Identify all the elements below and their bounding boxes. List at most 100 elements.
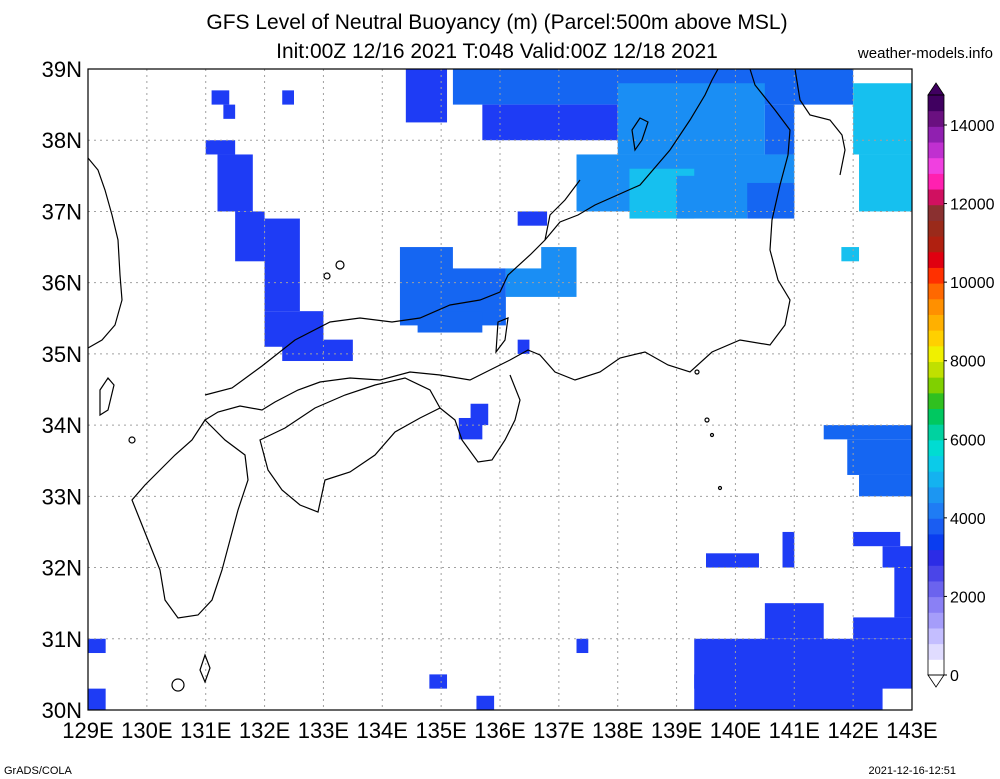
shaded-cell [747,182,795,219]
colorbar-labels: 0 2000 4000 6000 8000 10000 12000 14000 [944,118,995,685]
lon-label: 137E [533,718,584,743]
footer-left: GrADS/COLA [4,765,73,777]
colorbar-swatch [928,424,944,441]
lon-label: 142E [827,718,878,743]
lat-label: 34N [42,413,82,438]
shaded-cell [853,531,901,547]
lon-label: 139E [651,718,702,743]
shaded-cell [476,695,495,710]
shaded-cell [88,638,106,654]
lon-label: 140E [710,718,761,743]
colorbar-swatch [928,627,944,645]
colorbar-swatch [928,110,944,127]
colorbar-swatch [928,408,944,425]
colorbar-swatch [928,533,944,551]
shaded-cell [894,567,912,618]
colorbar-top-arrow [927,82,945,96]
shaded-cell [205,140,236,155]
colorbar-swatch [928,486,944,504]
colorbar-swatch [928,565,944,582]
shaded-cell [482,104,618,141]
shaded-cell [847,439,912,475]
colorbar-swatch [928,173,944,190]
colorbar-swatch [928,298,944,315]
shaded-cell [694,674,883,710]
colorbar-swatch [928,283,944,300]
map-frame [87,68,913,711]
shaded-cell [282,339,353,362]
colorbar-swatch [928,455,944,472]
shaded-cell [458,417,483,440]
site-label: weather-models.info [857,45,993,62]
title-line-2: Init:00Z 12/16 2021 T:048 Valid:00Z 12/1… [276,40,718,63]
shaded-cell [235,211,265,262]
shaded-cell [882,546,912,568]
colorbar-swatch [928,549,944,566]
shaded-cell [676,175,748,219]
colorbar-swatch [928,502,944,519]
shaded-cell [517,339,530,354]
coastlines [87,68,846,692]
shaded-cell [223,104,236,119]
colorbar-swatch [928,377,944,394]
lon-label: 134E [357,718,408,743]
shaded-cell [541,247,577,283]
lat-label: 33N [42,484,82,509]
colorbar-swatch [928,659,944,676]
shaded-cell [217,154,253,212]
shaded-cell [405,69,448,123]
colorbar-swatch [928,518,944,535]
lon-label: 138E [592,718,643,743]
colorbar-swatch [928,126,944,143]
shaded-cell [823,425,912,440]
colorbar-frame [927,94,945,676]
title-line-1: GFS Level of Neutral Buoyancy (m) (Parce… [206,11,787,34]
lon-label: 133E [298,718,349,743]
colorbar-swatch [928,392,944,410]
colorbar-label: 2000 [950,589,986,606]
latitude-labels: 30N 31N 32N 33N 34N 35N 36N 37N 38N 39N [42,57,82,723]
colorbar-swatch [928,330,944,347]
colorbar-label: 12000 [950,197,995,214]
shaded-cell [576,638,589,654]
lon-label: 141E [769,718,820,743]
colorbar-swatch [928,220,944,237]
shaded-cell [282,90,294,105]
longitude-labels: 129E 130E 131E 132E 133E 134E 135E 136E 137E 138E… [62,718,937,743]
shaded-cell [853,617,912,639]
lon-label: 132E [239,718,290,743]
shaded-cell [841,247,860,262]
shaded-cell [859,474,912,497]
colorbar-swatch [928,204,944,221]
shaded-cell [88,688,106,710]
colorbar-label: 10000 [950,275,995,292]
colorbar-swatch [928,314,944,331]
footer-right: 2021-12-16-12:51 [869,765,956,777]
lat-label: 38N [42,128,82,153]
colorbar-label: 4000 [950,511,986,528]
colorbar-label: 8000 [950,354,986,371]
lat-label: 37N [42,199,82,224]
shaded-cell [264,218,300,312]
lon-label: 135E [415,718,466,743]
colorbar-swatch [928,439,944,457]
colorbar-bottom-arrow [927,674,945,688]
colorbar-swatch [928,251,944,268]
colorbar-label: 6000 [950,432,986,449]
colorbar-swatch [928,361,944,378]
lon-label: 136E [474,718,525,743]
shaded-cell [211,90,230,105]
lon-label: 129E [62,718,113,743]
colorbar-swatch [928,142,944,159]
shaded-cell [417,311,483,333]
colorbar-swatch [928,267,944,284]
lat-label: 35N [42,342,82,367]
colorbar-swatch [928,236,944,253]
lon-label: 143E [886,718,937,743]
colorbar-swatch [928,596,944,613]
colorbar-swatch [928,612,944,629]
lat-label: 31N [42,627,82,652]
colorbar-swatch [928,580,944,598]
shaded-cell [859,154,912,212]
